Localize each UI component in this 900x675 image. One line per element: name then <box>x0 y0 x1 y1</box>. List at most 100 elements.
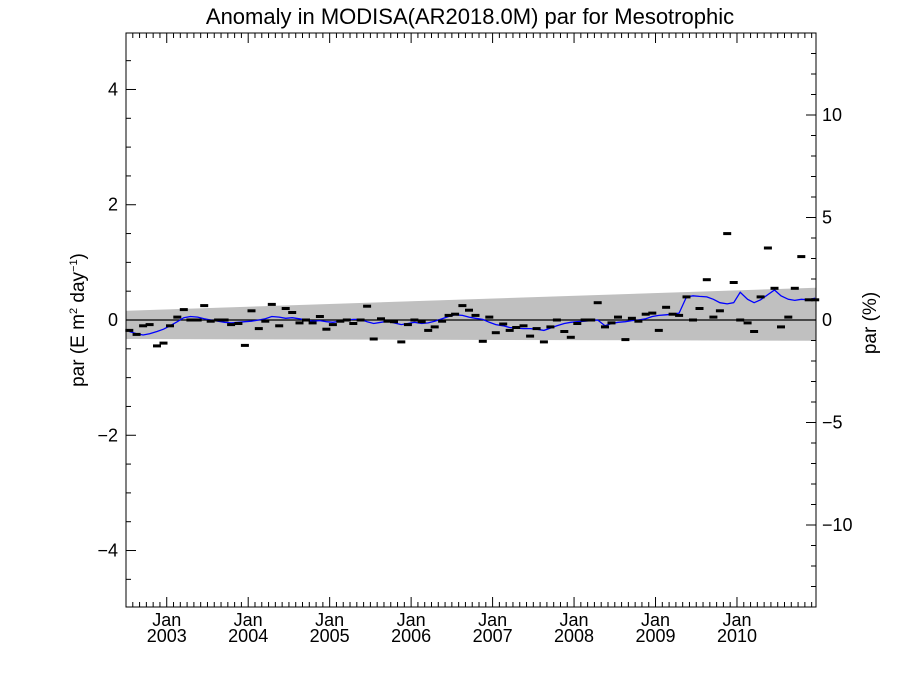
data-point-marker <box>471 313 480 317</box>
data-point-marker <box>390 320 398 324</box>
data-point-marker <box>281 307 290 310</box>
data-point-marker <box>668 312 677 316</box>
data-point-marker <box>173 315 182 319</box>
data-point-marker <box>614 315 622 319</box>
data-point-marker <box>308 321 317 325</box>
ylabel-mid: day <box>68 271 89 307</box>
data-point-marker <box>234 322 243 325</box>
data-point-marker <box>729 281 738 284</box>
x-tick-month-label: Jan <box>315 610 344 630</box>
x-tick-year-label: 2003 <box>147 626 187 646</box>
left-tick-label: 2 <box>108 195 118 215</box>
right-tick-label: 5 <box>822 208 832 228</box>
data-point-marker <box>601 325 609 329</box>
data-point-marker <box>153 344 161 348</box>
data-point-marker <box>723 232 732 236</box>
running-mean-line <box>129 289 816 336</box>
data-point-marker <box>397 340 406 344</box>
x-tick-month-label: Jan <box>234 610 263 630</box>
data-point-marker <box>675 313 684 317</box>
data-point-marker <box>227 323 236 327</box>
x-tick-month-label: Jan <box>722 610 751 630</box>
data-point-marker <box>580 318 589 322</box>
data-point-marker <box>139 324 148 328</box>
data-point-marker <box>451 312 460 316</box>
data-point-marker <box>770 286 779 290</box>
data-point-marker <box>526 334 535 338</box>
data-point-marker <box>709 315 718 319</box>
data-point-marker <box>478 339 487 343</box>
data-point-marker <box>573 322 582 325</box>
data-point-marker <box>797 255 806 259</box>
uncertainty-band-layer <box>126 287 816 341</box>
right-tick-label: −5 <box>822 413 843 433</box>
data-point-marker <box>648 311 657 315</box>
data-point-marker <box>763 246 772 250</box>
data-point-marker <box>295 321 304 325</box>
data-point-marker <box>804 298 813 302</box>
data-point-marker <box>777 325 785 329</box>
right-tick-label: −10 <box>822 515 853 535</box>
data-point-marker <box>505 328 514 332</box>
data-point-marker <box>485 315 494 319</box>
ylabel-sup2: −1 <box>68 259 80 272</box>
data-point-marker <box>512 326 521 329</box>
y-axis-label-left: par (E m2 day−1) <box>68 253 89 387</box>
data-point-marker <box>593 301 602 305</box>
data-point-marker <box>430 325 439 329</box>
data-point-marker <box>315 315 324 318</box>
data-point-marker <box>499 322 508 326</box>
data-point-marker <box>179 308 188 312</box>
chart-title: Anomaly in MODISA(AR2018.0M) par for Mes… <box>206 4 734 29</box>
data-point-marker <box>641 312 650 316</box>
data-point-marker <box>302 318 310 322</box>
x-tick-year-label: 2005 <box>310 626 350 646</box>
data-point-marker <box>519 324 528 328</box>
data-point-marker <box>491 331 500 335</box>
y-axis-label-left-text: par (E m2 day−1) <box>68 253 89 387</box>
data-point-marker <box>342 318 351 322</box>
x-tick-month-label: Jan <box>560 610 589 630</box>
data-point-marker <box>715 309 724 313</box>
data-point-marker <box>634 319 643 323</box>
data-point-marker <box>356 318 365 322</box>
data-point-marker <box>288 311 297 314</box>
data-point-marker <box>539 340 548 344</box>
left-tick-label: 4 <box>108 79 118 99</box>
data-point-marker <box>587 318 596 322</box>
data-point-marker <box>621 338 630 342</box>
data-point-marker <box>756 295 765 299</box>
data-point-marker <box>702 278 711 282</box>
data-point-marker <box>560 330 569 333</box>
left-tick-label: 0 <box>108 310 118 330</box>
data-point-marker <box>220 318 229 322</box>
data-point-marker <box>349 322 358 325</box>
data-point-marker <box>275 324 284 328</box>
x-tick-year-label: 2009 <box>635 626 675 646</box>
x-tick-month-label: Jan <box>152 610 181 630</box>
ylabel-sup1: 2 <box>68 308 80 314</box>
right-tick-label: 0 <box>822 310 832 330</box>
data-point-marker <box>186 318 195 322</box>
x-tick-year-label: 2008 <box>554 626 594 646</box>
data-point-marker <box>695 307 704 310</box>
ylabel-base: par (E m <box>68 314 89 387</box>
x-tick-year-label: 2007 <box>473 626 513 646</box>
uncertainty-band <box>126 287 816 341</box>
data-point-marker <box>377 317 385 321</box>
data-point-marker <box>743 321 752 325</box>
data-point-marker <box>689 318 697 322</box>
trend-line-layer <box>129 289 816 336</box>
y-axis-label-right: par (%) <box>860 292 881 354</box>
data-point-marker <box>159 341 168 345</box>
x-tick-year-label: 2006 <box>391 626 431 646</box>
data-point-marker <box>784 315 793 319</box>
data-point-marker <box>750 330 759 333</box>
data-point-marker <box>369 337 378 341</box>
data-point-marker <box>410 318 419 322</box>
data-point-marker <box>145 323 154 327</box>
data-point-marker <box>662 305 671 309</box>
x-tick-year-label: 2010 <box>717 626 757 646</box>
left-tick-label: −4 <box>97 541 118 561</box>
data-point-marker <box>403 323 412 327</box>
